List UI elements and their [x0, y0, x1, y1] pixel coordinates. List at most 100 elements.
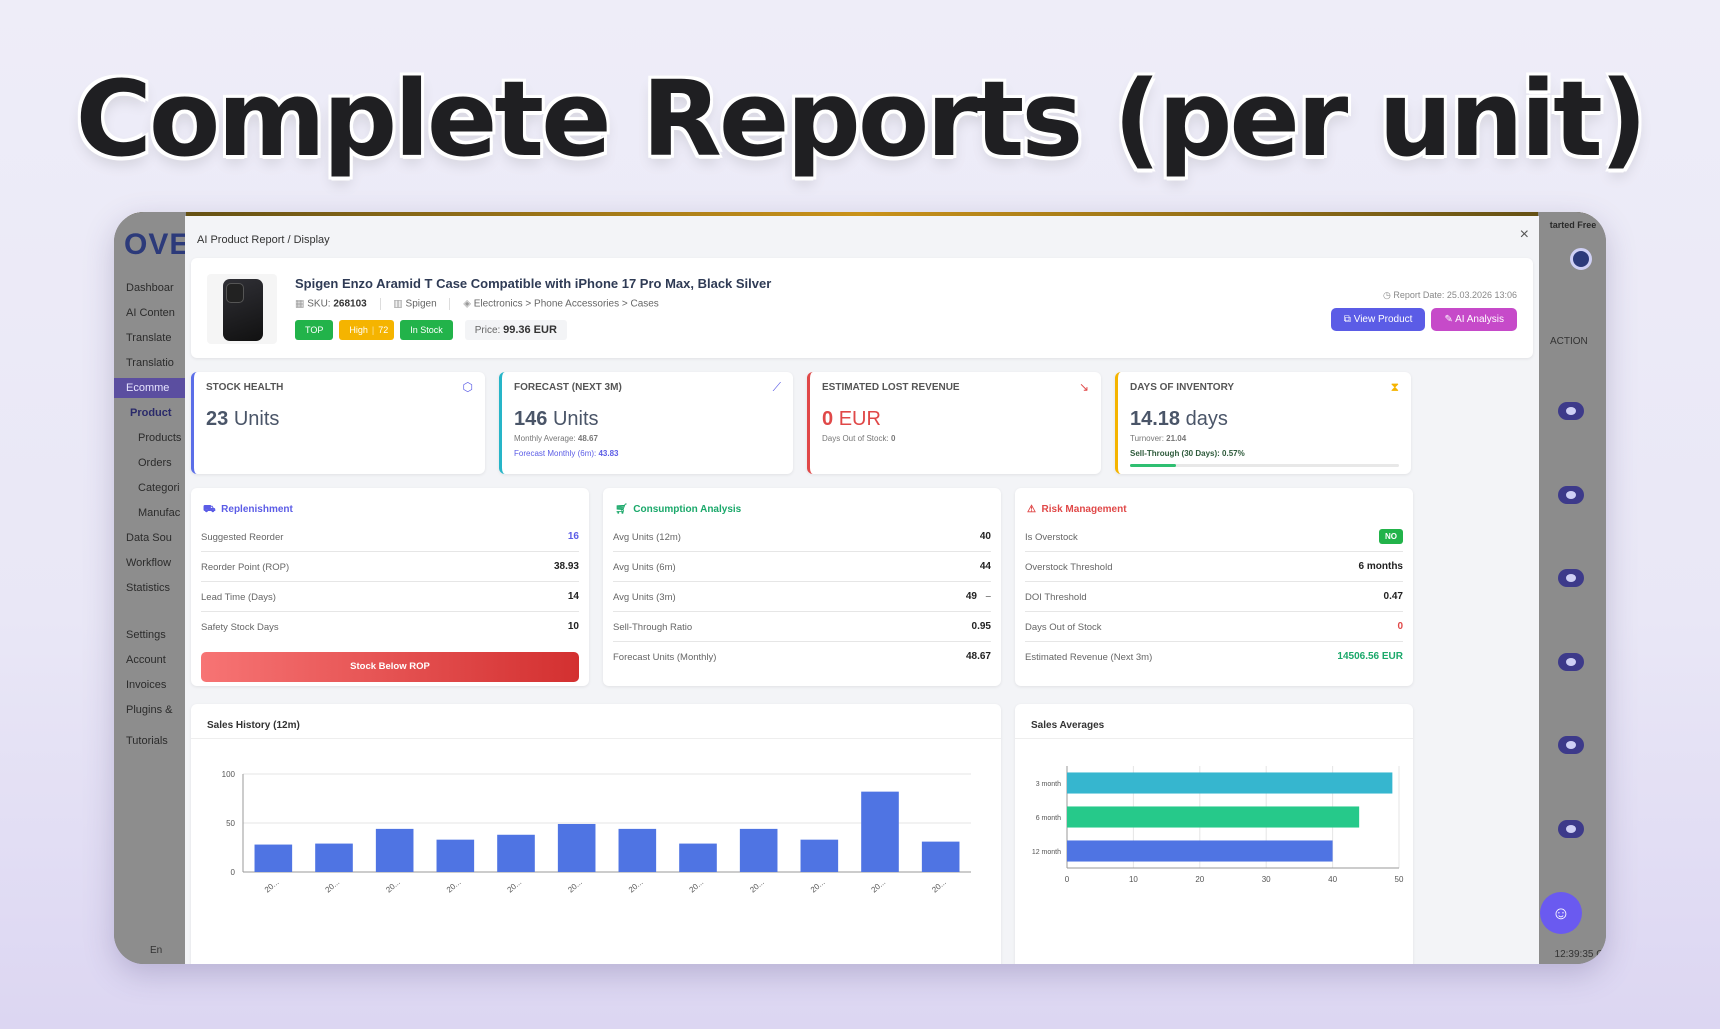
y-tick-label: 0 — [231, 868, 236, 877]
nav-manufacturers[interactable]: Manufac — [138, 507, 181, 519]
chart-line-icon: ⟋ — [772, 380, 781, 394]
x-tick-label: 50 — [1395, 875, 1404, 884]
x-tick-label: 20... — [324, 878, 342, 895]
monthly-average: Monthly Average: 48.67 — [514, 434, 598, 443]
chart-bar — [375, 828, 414, 872]
sell-through-progress — [1130, 464, 1399, 467]
chart-bar — [1067, 772, 1393, 794]
nav-data-sources[interactable]: Data Sou — [126, 532, 172, 544]
list-item: DOI Threshold 0.47 — [1025, 582, 1403, 612]
x-tick-label: 20... — [566, 878, 584, 895]
get-started-link[interactable]: tarted Free — [1549, 220, 1597, 230]
nav-translate[interactable]: Translate — [126, 332, 172, 344]
list-item: Suggested Reorder 16 — [201, 522, 579, 552]
chatbot-icon[interactable]: ☺ — [1540, 892, 1582, 934]
view-eye-icon[interactable] — [1558, 402, 1584, 420]
x-tick-label: 20... — [809, 878, 827, 895]
x-tick-label: 20... — [263, 878, 281, 895]
chart-bar — [1067, 806, 1360, 828]
chart-bar — [861, 791, 899, 872]
chart-bar — [921, 841, 960, 872]
sell-through: Sell-Through (30 Days): 0.57% — [1130, 449, 1245, 458]
y-tick-label: 3 month — [1036, 781, 1061, 788]
nav-account[interactable]: Account — [126, 654, 166, 666]
cart-icon: 🛒︎ — [615, 504, 628, 515]
list-item: Avg Units (6m) 44 — [613, 552, 991, 582]
clock-icon: ◷ — [1383, 290, 1391, 300]
chart-bar — [800, 839, 839, 872]
view-eye-icon[interactable] — [1558, 569, 1584, 587]
nav-translations[interactable]: Translatio — [126, 357, 174, 369]
stock-below-rop-button[interactable]: Stock Below ROP — [201, 652, 579, 682]
chart-bar — [557, 823, 596, 872]
view-product-button[interactable]: ⧉ View Product — [1330, 308, 1426, 331]
chart-bar — [679, 843, 717, 872]
nav-ai-content[interactable]: AI Conten — [126, 307, 175, 319]
view-eye-icon[interactable] — [1558, 736, 1584, 754]
trend-flat-icon: – — [985, 591, 991, 602]
top-badge: TOP — [295, 320, 334, 340]
x-tick-label: 40 — [1328, 875, 1337, 884]
view-eye-icon[interactable] — [1558, 653, 1584, 671]
section-title: ⚠ Risk Management — [1027, 504, 1127, 515]
nav-settings[interactable]: Settings — [126, 629, 166, 641]
kpi-title: Estimated Lost Revenue — [822, 382, 960, 393]
nav-invoices[interactable]: Invoices — [126, 679, 167, 691]
app-logo: OVE — [124, 228, 191, 261]
ai-analysis-button[interactable]: ✎ AI Analysis — [1431, 308, 1517, 331]
y-tick-label: 12 month — [1032, 849, 1061, 856]
x-tick-label: 20... — [506, 878, 524, 895]
x-tick-label: 20... — [870, 878, 888, 895]
list-item: Safety Stock Days 10 — [201, 621, 579, 633]
list-item: Forecast Units (Monthly) 48.67 — [613, 651, 991, 663]
list-item: Is Overstock NO — [1025, 522, 1403, 552]
sales-averages-chart: 0 10 20 30 40 50 3 month 6 month 12 month — [1032, 766, 1404, 884]
chart-title: Sales Averages — [1031, 720, 1105, 731]
nav-dashboard[interactable]: Dashboar — [126, 282, 174, 294]
days-out-of-stock: Days Out of Stock: 0 — [822, 434, 896, 443]
action-column-header: ACTION — [1550, 336, 1588, 347]
turnover: Turnover: 21.04 — [1130, 434, 1187, 443]
list-item: Overstock Threshold 6 months — [1025, 552, 1403, 582]
product-meta: ▦ SKU: 268103 ▥ Spigen ◈ Electronics > P… — [295, 298, 659, 310]
nav-tutorials[interactable]: Tutorials — [126, 735, 168, 747]
close-icon[interactable]: × — [1519, 226, 1529, 243]
chart-bar — [739, 828, 778, 872]
product-image — [207, 274, 277, 344]
list-item: Days Out of Stock 0 — [1025, 612, 1403, 642]
view-eye-icon[interactable] — [1558, 486, 1584, 504]
nav-product[interactable]: Product — [130, 407, 172, 419]
x-tick-label: 20 — [1195, 875, 1204, 884]
avatar[interactable] — [1570, 248, 1592, 270]
nav-plugins[interactable]: Plugins & — [126, 704, 173, 716]
consumption-card: 🛒︎ Consumption Analysis Avg Units (12m) 4… — [603, 488, 1001, 686]
y-tick-label: 100 — [222, 770, 236, 779]
nav-products[interactable]: Products — [138, 432, 182, 444]
forecast-card: Forecast (Next 3M) ⟋ 146 Units Monthly A… — [499, 372, 793, 474]
x-tick-label: 0 — [1065, 875, 1070, 884]
cube-icon: ⬡ — [462, 380, 473, 394]
chart-down-icon: ↘ — [1078, 380, 1089, 394]
x-tick-label: 20... — [748, 878, 766, 895]
language-selector[interactable]: En — [150, 945, 163, 956]
x-tick-label: 10 — [1129, 875, 1138, 884]
hero-title: Complete Reports (per unit) — [75, 58, 1648, 180]
chart-bar — [497, 834, 535, 872]
action-buttons: ⧉ View Product ✎ AI Analysis — [1330, 308, 1517, 331]
view-eye-icon[interactable] — [1558, 820, 1584, 838]
list-item: Avg Units (3m) 49– — [613, 582, 991, 612]
chart-bar — [1067, 840, 1333, 862]
x-tick-label: 20... — [930, 878, 948, 895]
nav-statistics[interactable]: Statistics — [126, 582, 171, 594]
nav-orders[interactable]: Orders — [138, 457, 172, 469]
sales-averages-card: Sales Averages 0 10 20 30 40 50 3 month 6 month… — [1015, 704, 1413, 964]
list-item: Lead Time (Days) 14 — [201, 582, 579, 612]
nav-categories[interactable]: Categori — [138, 482, 180, 494]
nav-ecommerce[interactable]: Ecomme — [114, 378, 186, 398]
lost-revenue-card: Estimated Lost Revenue ↘ 0 EUR Days Out … — [807, 372, 1101, 474]
top-accent-strip — [114, 212, 1606, 217]
kpi-title: Days of Inventory — [1130, 382, 1235, 393]
product-header-card: Spigen Enzo Aramid T Case Compatible wit… — [191, 258, 1533, 358]
nav-workflow[interactable]: Workflow — [126, 557, 172, 569]
x-tick-label: 30 — [1262, 875, 1271, 884]
